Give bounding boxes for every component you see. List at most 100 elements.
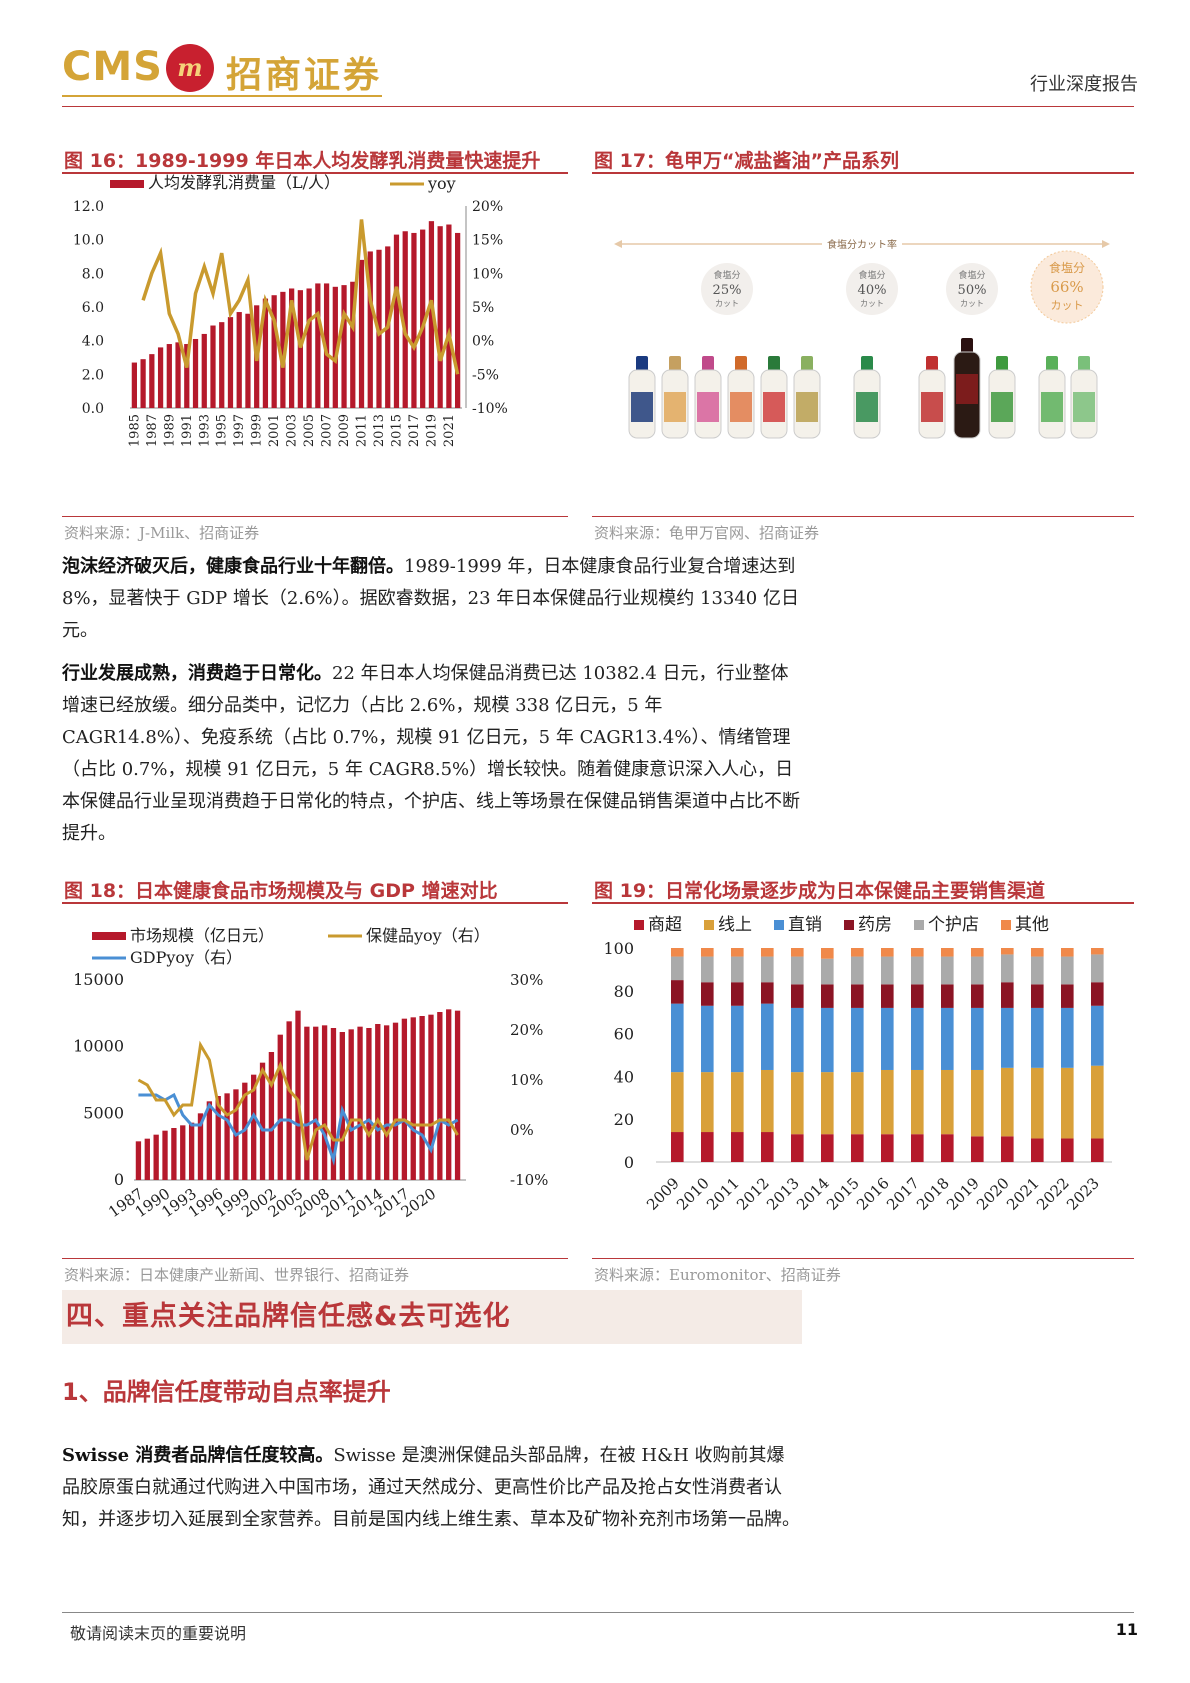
fig16-x-tick: 1985 xyxy=(127,414,142,447)
fig19-bar-segment xyxy=(1061,1067,1074,1139)
fig16-source-rule xyxy=(62,516,568,517)
fig18-bar xyxy=(348,1029,354,1180)
fig18-bar xyxy=(446,1009,452,1180)
fig19-bar-segment xyxy=(1001,1067,1014,1137)
fig19-bar-segment xyxy=(731,948,744,957)
fig16-bar xyxy=(175,342,181,408)
fig18-bar xyxy=(153,1134,159,1180)
fig19-bar-segment xyxy=(761,982,774,1004)
fig16-bar xyxy=(201,333,207,408)
fig16-x-tick: 2017 xyxy=(407,414,422,447)
fig16-bar xyxy=(289,288,295,408)
fig18-source: 资料来源：日本健康产业新闻、世界银行、招商证券 xyxy=(64,1266,410,1284)
fig16-bar xyxy=(245,313,251,408)
fig19-bar-segment xyxy=(761,956,774,983)
fig19-bar-segment xyxy=(821,1007,834,1073)
fig16-bar xyxy=(315,283,321,408)
fig19-bar-segment xyxy=(701,1132,714,1162)
fig19-bar-segment xyxy=(851,1134,864,1162)
fig18-title-rule xyxy=(62,902,568,904)
fig19-bar-segment xyxy=(851,956,864,985)
fig16-bar xyxy=(166,344,172,408)
fig16-bar xyxy=(428,221,435,408)
fig19-y-tick: 100 xyxy=(603,939,634,958)
fig19-x-tick: 2021 xyxy=(1003,1174,1043,1214)
fig19-y-tick: 80 xyxy=(614,982,634,1001)
fig19-bar-segment xyxy=(671,1072,684,1133)
fig16-bar xyxy=(210,325,216,408)
fig16-x-tick: 1991 xyxy=(180,414,195,447)
fig19-bar-segment xyxy=(971,1069,984,1137)
para2-body: 22 年日本人均保健品消费已达 10382.4 日元，行业整体增速已经放缓。细分… xyxy=(62,663,800,844)
badge-25: 食塩分 25% カット xyxy=(701,263,753,315)
fig16-legend-swatch-bar xyxy=(110,180,144,188)
fig19-bar-segment xyxy=(731,1005,744,1073)
fig19-x-tick: 2013 xyxy=(763,1174,803,1214)
fig18-left-tick: 10000 xyxy=(73,1037,124,1056)
fig19-bar-segment xyxy=(881,1069,894,1135)
fig19-bar-segment xyxy=(941,956,954,985)
logo-company-name: 招商证券 xyxy=(226,55,383,96)
fig17-caption-bg xyxy=(822,236,902,252)
fig18-bar xyxy=(410,1017,416,1180)
fig19-x-tick: 2023 xyxy=(1063,1174,1103,1214)
section-banner xyxy=(62,1290,802,1344)
fig19-legend-swatch xyxy=(634,920,644,930)
fig16-x-tick: 2021 xyxy=(442,414,457,447)
fig19-bar-segment xyxy=(881,956,894,985)
fig19-legend-swatch xyxy=(704,920,714,930)
fig16-left-tick: 0.0 xyxy=(82,401,104,417)
fig19-bar-segment xyxy=(1031,984,1044,1008)
fig19-legend-swatch xyxy=(1001,920,1011,930)
fig19-bar-segment xyxy=(821,1072,834,1135)
soy-bottle-icon xyxy=(661,356,689,439)
fig19-bar-segment xyxy=(1001,948,1014,955)
header-divider xyxy=(62,106,1134,107)
fig16-bar xyxy=(280,291,286,408)
soy-bottle-icon xyxy=(760,356,788,439)
fig19-bar-segment xyxy=(1001,954,1014,983)
fig18-health-yoy-line xyxy=(137,1040,459,1161)
fig19-bar-segment xyxy=(671,956,684,981)
fig19-bar-segment xyxy=(1061,1138,1074,1162)
fig16-bar xyxy=(350,281,356,408)
soy-bottle-icon xyxy=(694,356,722,439)
para2-lead: 行业发展成熟，消费趋于日常化。 xyxy=(62,663,332,684)
fig18-bar xyxy=(419,1016,425,1180)
fig19-y-tick: 0 xyxy=(624,1153,634,1172)
fig19-bar-segment xyxy=(1001,1007,1014,1068)
fig19-bar-segment xyxy=(1031,948,1044,957)
fig18-left-tick: 5000 xyxy=(83,1103,124,1122)
paragraph-health-food-growth: 泡沫经济破灭后，健康食品行业十年翻倍。1989-1999 年，日本健康食品行业复… xyxy=(62,551,802,647)
fig19-bar-segment xyxy=(791,1072,804,1135)
svg-text:食塩分: 食塩分 xyxy=(713,269,740,281)
fig18-bar xyxy=(224,1093,230,1180)
svg-text:66%: 66% xyxy=(1050,278,1083,296)
logo-underline xyxy=(62,95,382,97)
fig19-bar-segment xyxy=(1061,984,1074,1008)
subsection-title: 1、品牌信任度带动自点率提升 xyxy=(62,1378,391,1406)
fig16-bar xyxy=(332,286,338,408)
fig18-bar xyxy=(277,1034,283,1180)
fig16-x-tick: 1995 xyxy=(215,414,230,447)
fig19-x-tick: 2010 xyxy=(673,1174,713,1214)
fig16-bar xyxy=(184,344,190,408)
fig16-bar xyxy=(131,362,137,408)
fig16-left-tick: 4.0 xyxy=(82,334,104,350)
fig19-bar-segment xyxy=(851,1072,864,1135)
fig19-bar-segment xyxy=(701,1072,714,1133)
soy-bottle-icon xyxy=(953,338,981,439)
fig19-bar-segment xyxy=(1061,956,1074,985)
fig16-bar xyxy=(219,322,225,408)
svg-text:カット: カット xyxy=(1051,299,1084,312)
fig18-bar xyxy=(180,1125,186,1180)
fig18-bar xyxy=(268,1052,275,1180)
fig18-right-tick: 30% xyxy=(510,971,543,989)
fig16-bar xyxy=(236,312,242,408)
fig18-legend-swatch-bar xyxy=(92,932,126,940)
fig19-bar-segment xyxy=(671,980,684,1004)
fig17-caption: 食塩分カット率 xyxy=(827,238,897,251)
para3-body: Swisse 是澳洲保健品头部品牌，在被 H&H 收购前其爆品胶原蛋白就通过代购… xyxy=(62,1445,800,1530)
fig16-legend-label-bar: 人均发酵乳消费量（L/人） xyxy=(148,174,340,192)
fig18-bar xyxy=(330,1028,337,1180)
